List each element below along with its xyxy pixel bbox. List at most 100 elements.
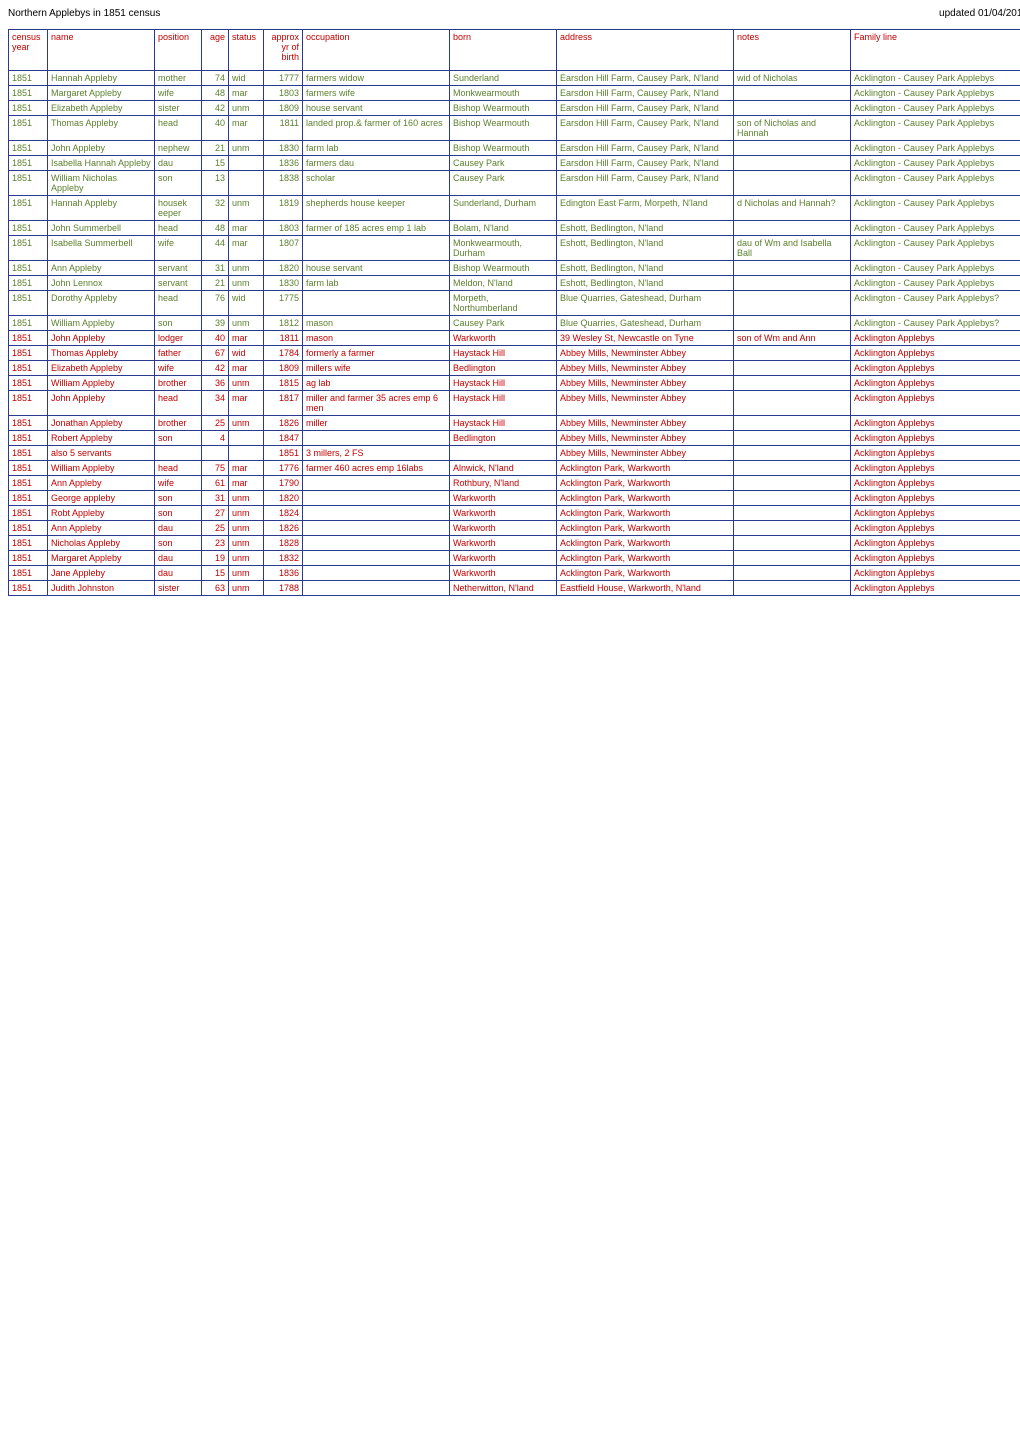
table-cell: unm: [229, 141, 264, 156]
table-cell: unm: [229, 506, 264, 521]
table-cell: wife: [155, 236, 202, 261]
table-cell: 1830: [264, 141, 303, 156]
table-cell: son: [155, 506, 202, 521]
table-cell: Acklington Applebys: [851, 416, 1020, 431]
table-cell: son of Wm and Ann: [734, 331, 851, 346]
table-cell: 1809: [264, 361, 303, 376]
table-cell: Acklington Applebys: [851, 446, 1020, 461]
table-cell: Earsdon Hill Farm, Causey Park, N'land: [557, 86, 734, 101]
table-cell: unm: [229, 491, 264, 506]
table-cell: Ann Appleby: [48, 521, 155, 536]
table-cell: 74: [202, 71, 229, 86]
table-cell: 32: [202, 196, 229, 221]
census-table: census yearnamepositionagestatusapprox y…: [8, 29, 1020, 596]
table-cell: Warkworth: [450, 551, 557, 566]
table-cell: head: [155, 221, 202, 236]
table-cell: [303, 551, 450, 566]
table-row: 1851John Applebyhead34mar1817miller and …: [9, 391, 1020, 416]
table-cell: 1838: [264, 171, 303, 196]
table-cell: [734, 376, 851, 391]
table-cell: landed prop.& farmer of 160 acres: [303, 116, 450, 141]
table-cell: 31: [202, 261, 229, 276]
table-cell: nephew: [155, 141, 202, 156]
table-cell: farmers wife: [303, 86, 450, 101]
table-cell: mar: [229, 461, 264, 476]
table-cell: 1851: [9, 551, 48, 566]
table-cell: [303, 506, 450, 521]
table-cell: Hannah Appleby: [48, 196, 155, 221]
table-cell: house servant: [303, 261, 450, 276]
table-cell: dau: [155, 521, 202, 536]
table-cell: Abbey Mills, Newminster Abbey: [557, 346, 734, 361]
table-cell: 1851: [9, 71, 48, 86]
table-cell: 34: [202, 391, 229, 416]
table-cell: [303, 291, 450, 316]
table-cell: Earsdon Hill Farm, Causey Park, N'land: [557, 171, 734, 196]
column-header: name: [48, 30, 155, 71]
table-cell: 1851: [9, 236, 48, 261]
table-row: 1851Ann Applebydau25unm1826WarkworthAckl…: [9, 521, 1020, 536]
table-cell: Acklington Park, Warkworth: [557, 536, 734, 551]
table-cell: unm: [229, 101, 264, 116]
table-cell: William Nicholas Appleby: [48, 171, 155, 196]
table-cell: unm: [229, 536, 264, 551]
table-cell: Acklington Park, Warkworth: [557, 551, 734, 566]
table-cell: farm lab: [303, 276, 450, 291]
table-cell: 1851: [9, 416, 48, 431]
table-cell: Eshott, Bedlington, N'land: [557, 276, 734, 291]
table-cell: 1851: [9, 331, 48, 346]
table-cell: 1826: [264, 416, 303, 431]
table-cell: Ann Appleby: [48, 476, 155, 491]
table-cell: Isabella Hannah Appleby: [48, 156, 155, 171]
table-cell: 1809: [264, 101, 303, 116]
table-cell: [734, 261, 851, 276]
table-cell: 1851: [9, 86, 48, 101]
table-cell: Blue Quarries, Gateshead, Durham: [557, 316, 734, 331]
table-cell: 15: [202, 156, 229, 171]
table-cell: Acklington - Causey Park Applebys: [851, 171, 1020, 196]
table-cell: head: [155, 391, 202, 416]
table-cell: Acklington Applebys: [851, 581, 1020, 596]
table-cell: 1851: [9, 461, 48, 476]
table-cell: [303, 566, 450, 581]
table-cell: 1851: [9, 431, 48, 446]
table-cell: son: [155, 171, 202, 196]
table-cell: [450, 446, 557, 461]
table-header-row: census yearnamepositionagestatusapprox y…: [9, 30, 1020, 71]
table-cell: Abbey Mills, Newminster Abbey: [557, 391, 734, 416]
table-cell: Dorothy Appleby: [48, 291, 155, 316]
table-cell: 61: [202, 476, 229, 491]
table-cell: 1851: [9, 156, 48, 171]
table-cell: Warkworth: [450, 506, 557, 521]
table-row: 1851Isabella Hannah Applebydau151836farm…: [9, 156, 1020, 171]
table-cell: d Nicholas and Hannah?: [734, 196, 851, 221]
table-cell: [734, 461, 851, 476]
table-cell: Jonathan Appleby: [48, 416, 155, 431]
table-row: 1851Robert Applebyson41847BedlingtonAbbe…: [9, 431, 1020, 446]
table-cell: unm: [229, 276, 264, 291]
table-row: 1851John Lennoxservant21unm1830farm labM…: [9, 276, 1020, 291]
table-cell: Bishop Wearmouth: [450, 141, 557, 156]
table-cell: Robt Appleby: [48, 506, 155, 521]
table-row: 1851John Summerbellhead48mar1803farmer o…: [9, 221, 1020, 236]
table-cell: Acklington Applebys: [851, 476, 1020, 491]
table-cell: Thomas Appleby: [48, 116, 155, 141]
table-cell: 1851: [9, 361, 48, 376]
table-cell: Acklington Park, Warkworth: [557, 521, 734, 536]
table-cell: miller and farmer 35 acres emp 6 men: [303, 391, 450, 416]
table-cell: 1851: [9, 581, 48, 596]
table-cell: Bishop Wearmouth: [450, 261, 557, 276]
table-cell: unm: [229, 416, 264, 431]
table-cell: Acklington - Causey Park Applebys: [851, 116, 1020, 141]
table-cell: 40: [202, 116, 229, 141]
table-cell: lodger: [155, 331, 202, 346]
table-cell: Acklington Applebys: [851, 361, 1020, 376]
table-cell: Margaret Appleby: [48, 86, 155, 101]
table-cell: Haystack Hill: [450, 391, 557, 416]
table-cell: Earsdon Hill Farm, Causey Park, N'land: [557, 141, 734, 156]
table-cell: 1851: [9, 116, 48, 141]
table-cell: [734, 361, 851, 376]
table-cell: 1851: [9, 221, 48, 236]
table-cell: 1830: [264, 276, 303, 291]
table-cell: son: [155, 491, 202, 506]
